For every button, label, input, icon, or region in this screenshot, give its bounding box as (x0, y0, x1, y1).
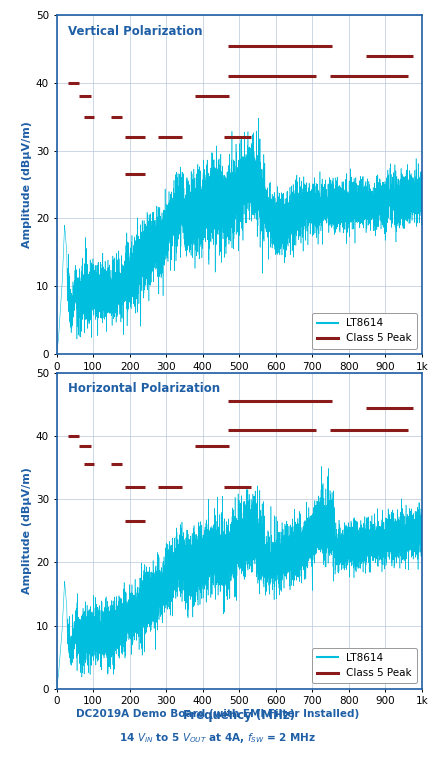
X-axis label: Frequency (MHz): Frequency (MHz) (183, 374, 295, 387)
Text: Vertical Polarization: Vertical Polarization (67, 25, 201, 38)
X-axis label: Frequency (MHz): Frequency (MHz) (183, 709, 295, 722)
Y-axis label: Amplitude (dBµV/m): Amplitude (dBµV/m) (22, 467, 32, 594)
Y-axis label: Amplitude (dBµV/m): Amplitude (dBµV/m) (22, 121, 32, 248)
Text: 14 $V_{IN}$ to 5 $V_{OUT}$ at 4A, $f_{SW}$ = 2 MHz: 14 $V_{IN}$ to 5 $V_{OUT}$ at 4A, $f_{SW… (118, 731, 316, 745)
Legend: LT8614, Class 5 Peak: LT8614, Class 5 Peak (311, 648, 416, 683)
Text: Horizontal Polarization: Horizontal Polarization (67, 382, 219, 396)
Legend: LT8614, Class 5 Peak: LT8614, Class 5 Peak (311, 313, 416, 349)
Text: DC2019A Demo Board (with EMI Filter Installed): DC2019A Demo Board (with EMI Filter Inst… (76, 708, 358, 719)
